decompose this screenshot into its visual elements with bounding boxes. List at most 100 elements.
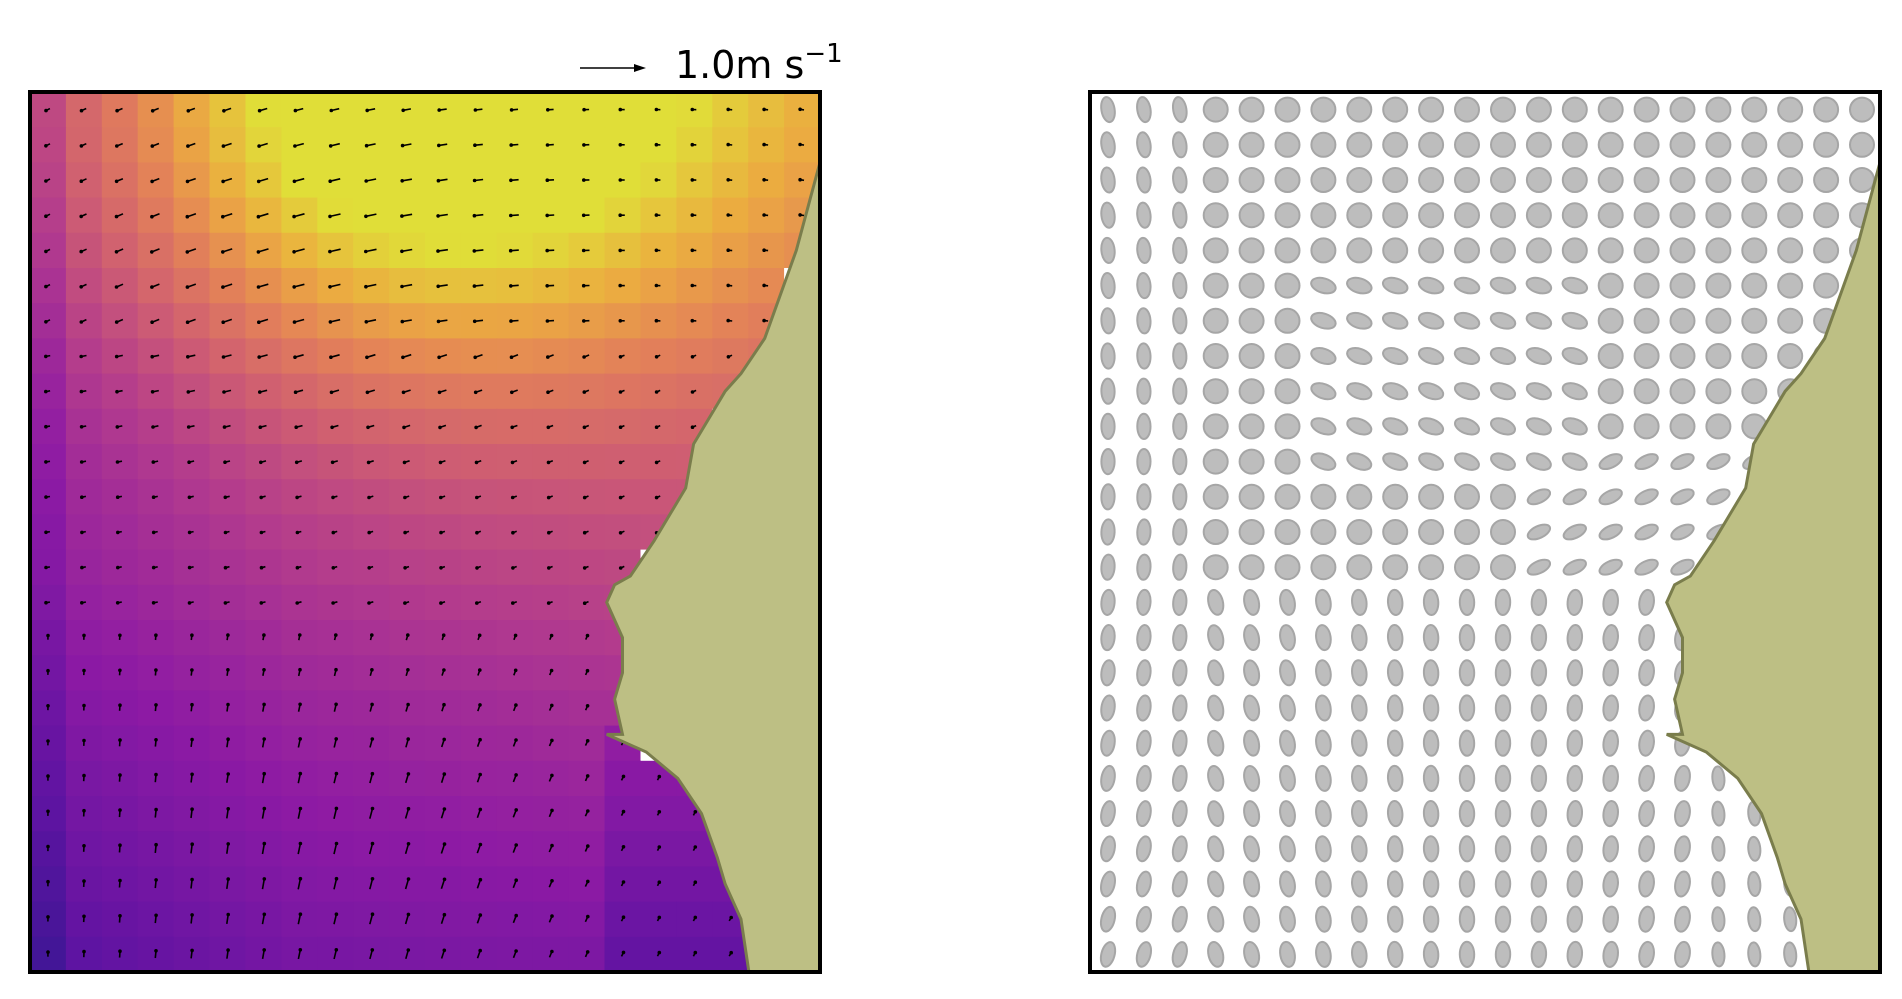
velocity-arrowhead [190, 877, 194, 882]
velocity-arrowhead [478, 737, 482, 742]
strain-ellipse [1207, 800, 1225, 827]
strain-ellipse [1274, 307, 1301, 334]
velocity-arrowhead [514, 878, 518, 882]
strain-ellipse [1099, 941, 1117, 968]
strain-ellipse [1526, 558, 1552, 576]
strain-ellipse [1777, 202, 1804, 229]
velocity-arrowhead [549, 633, 554, 638]
strain-ellipse [1310, 311, 1337, 330]
velocity-arrowhead [477, 633, 482, 638]
strain-ellipse [1669, 307, 1696, 334]
strain-ellipse [1530, 588, 1548, 616]
velocity-arrowhead [510, 495, 515, 500]
velocity-arrowhead [511, 566, 515, 570]
strain-ellipse [1490, 519, 1516, 545]
velocity-arrowhead [550, 914, 554, 918]
strain-ellipse [1741, 272, 1768, 299]
velocity-arrowhead [406, 912, 411, 917]
velocity-arrowhead [436, 214, 440, 218]
velocity-arrowhead [475, 566, 479, 570]
velocity-arrowhead [437, 390, 442, 395]
strain-ellipse [1777, 307, 1804, 334]
strain-ellipse [1346, 519, 1373, 545]
strain-ellipse [1634, 488, 1659, 506]
velocity-arrowhead [115, 144, 119, 148]
velocity-arrowhead [549, 668, 554, 673]
velocity-arrowhead [154, 842, 158, 847]
velocity-arrowhead [259, 530, 264, 535]
strain-ellipse [1561, 131, 1588, 158]
strain-ellipse [1100, 201, 1116, 229]
velocity-arrowhead [331, 601, 335, 605]
strain-ellipse [1238, 519, 1265, 545]
velocity-arrowhead [223, 495, 228, 500]
velocity-arrowhead [546, 390, 550, 395]
velocity-arrowhead [118, 878, 122, 883]
axes-frame-right [1088, 90, 1882, 974]
velocity-arrowhead [473, 390, 478, 395]
velocity-arrowhead [762, 107, 766, 112]
strain-ellipse [1279, 659, 1296, 687]
strain-ellipse [1490, 131, 1516, 158]
strain-ellipse [1670, 488, 1695, 506]
strain-ellipse [1566, 588, 1584, 616]
strain-ellipse [1171, 905, 1188, 933]
strain-ellipse [1100, 694, 1116, 722]
strain-ellipse [1633, 202, 1660, 229]
velocity-arrowhead [221, 179, 225, 184]
strain-ellipse [1274, 167, 1301, 193]
velocity-arrowhead [403, 566, 407, 570]
strain-ellipse [1525, 276, 1553, 295]
velocity-arrowhead [328, 320, 333, 324]
velocity-arrowhead [441, 633, 446, 637]
strain-ellipse [1638, 588, 1655, 616]
velocity-arrowhead [257, 108, 262, 113]
strain-ellipse [1207, 835, 1225, 863]
velocity-arrowhead [370, 633, 374, 637]
velocity-arrowhead [329, 108, 334, 113]
velocity-arrowhead [550, 808, 554, 813]
strain-ellipse [1135, 870, 1152, 898]
strain-ellipse [1602, 659, 1619, 687]
velocity-arrowhead [514, 949, 518, 953]
velocity-arrowhead [328, 214, 332, 219]
strain-ellipse [1238, 343, 1265, 369]
strain-ellipse [1243, 729, 1261, 757]
strain-ellipse [1243, 659, 1261, 687]
strain-ellipse [1418, 237, 1445, 264]
strain-ellipse [1279, 870, 1296, 898]
strain-ellipse [1705, 202, 1732, 229]
strain-ellipse [1386, 659, 1404, 687]
velocity-arrowhead [82, 844, 86, 848]
velocity-arrowhead [334, 771, 339, 776]
velocity-arrowhead [514, 808, 518, 812]
velocity-arrowhead [44, 179, 48, 183]
velocity-arrowhead [226, 633, 230, 637]
velocity-arrowhead [475, 530, 479, 535]
velocity-arrowhead [726, 355, 731, 359]
strain-ellipse [1674, 800, 1691, 828]
velocity-arrowhead [657, 950, 662, 955]
velocity-arrowhead [328, 249, 332, 254]
strain-ellipse [1172, 659, 1188, 687]
strain-ellipse [1674, 905, 1691, 933]
strain-ellipse [1422, 835, 1440, 863]
velocity-arrowhead [334, 876, 339, 881]
strain-ellipse [1705, 167, 1732, 193]
velocity-arrowhead [618, 495, 623, 500]
strain-ellipse [1711, 800, 1726, 827]
strain-ellipse [1346, 382, 1373, 401]
velocity-arrowhead [586, 844, 590, 848]
strain-ellipse [1172, 412, 1188, 440]
strain-ellipse [1418, 167, 1445, 193]
strain-ellipse [1638, 729, 1655, 757]
velocity-arrowhead [298, 633, 302, 637]
velocity-arrowhead [82, 703, 86, 708]
velocity-arrowhead [618, 107, 623, 112]
strain-ellipse [1207, 624, 1225, 651]
strain-ellipse [1279, 835, 1296, 863]
velocity-arrowhead [115, 601, 120, 605]
strain-ellipse [1136, 236, 1152, 264]
strain-ellipse [1454, 452, 1480, 471]
